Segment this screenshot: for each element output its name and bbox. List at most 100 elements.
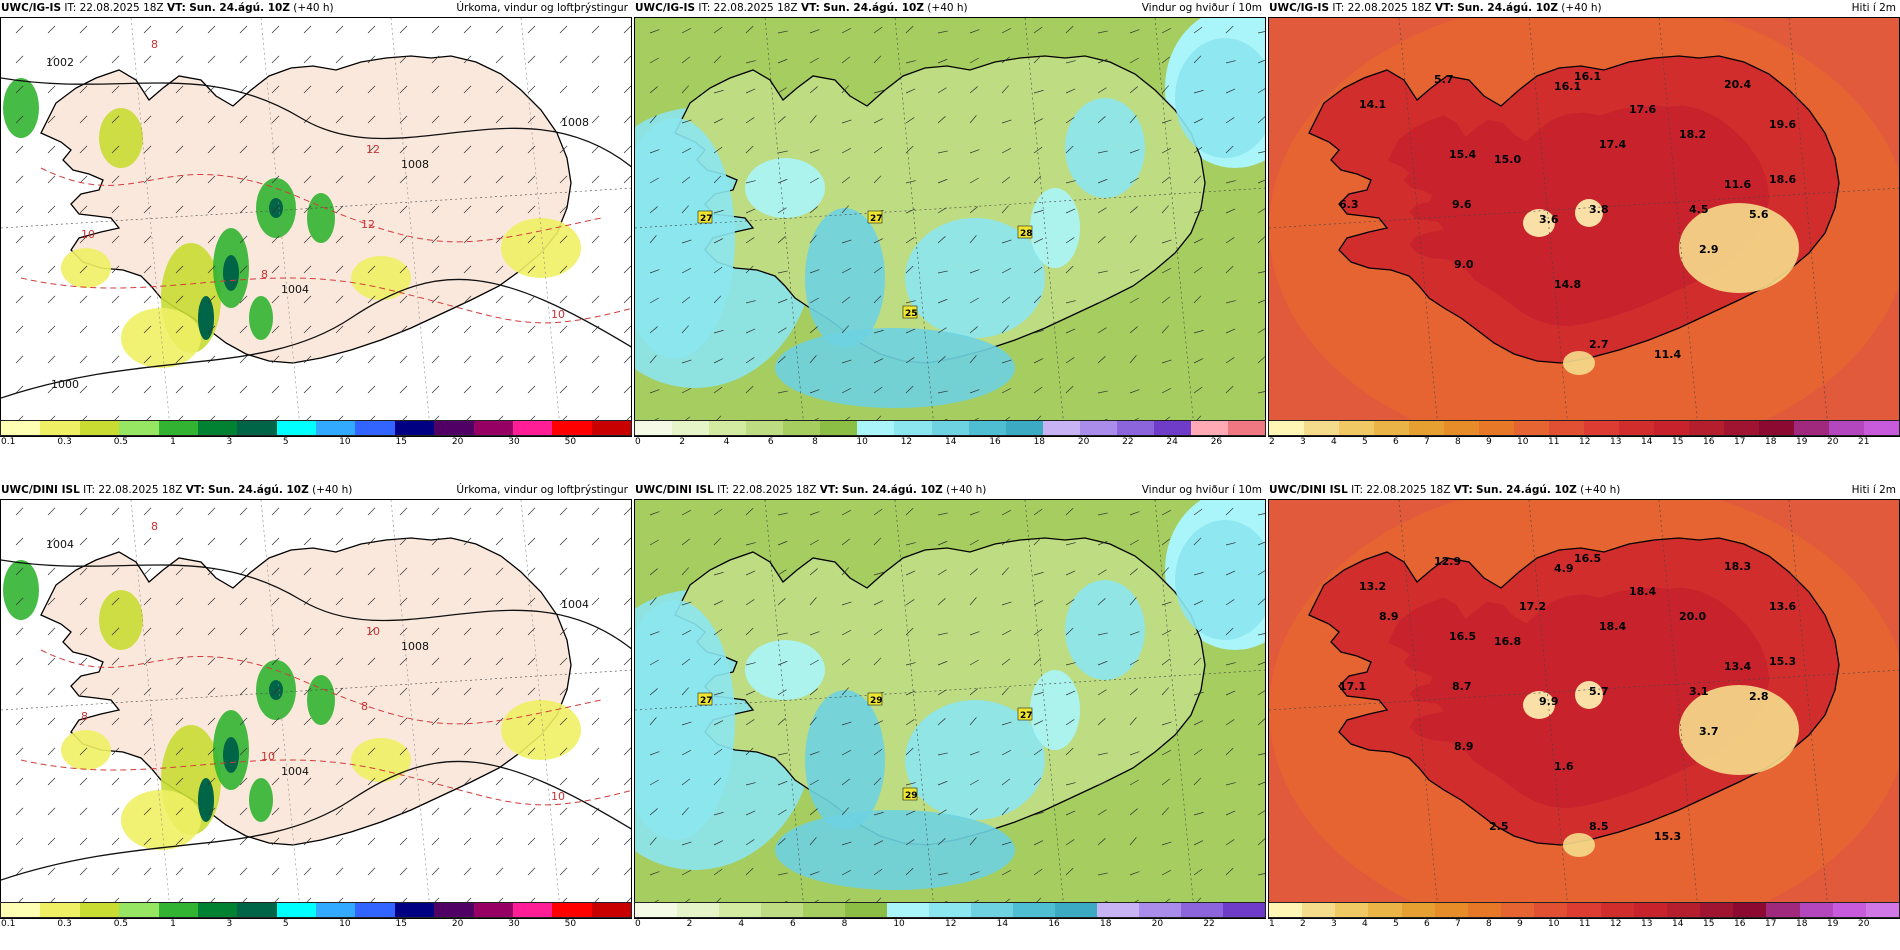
wind-arrow	[905, 208, 916, 214]
wind-arrow	[495, 385, 504, 394]
wind-arrow	[809, 717, 817, 726]
color-scale-tick: 4	[738, 919, 745, 929]
wind-arrow	[1193, 386, 1203, 394]
gust-label: 27	[1020, 711, 1033, 721]
wind-arrow	[207, 55, 216, 64]
wind-arrow	[335, 85, 344, 94]
wind-arrow	[649, 115, 657, 124]
wind-arrow	[1129, 269, 1140, 274]
color-scale-tick: 6	[790, 919, 796, 929]
field-blob	[1679, 203, 1799, 293]
wind-arrow	[591, 777, 600, 786]
color-scale-tick: 21	[1858, 437, 1870, 447]
wind-arrow	[681, 749, 691, 756]
wind-arrow	[239, 385, 248, 394]
wind-arrow	[335, 747, 344, 756]
wind-arrow	[207, 25, 216, 34]
wind-arrow	[559, 85, 568, 94]
wind-arrow	[1161, 239, 1172, 244]
wind-arrow	[591, 25, 600, 34]
wind-arrow	[15, 265, 24, 274]
color-scale-swatch	[1304, 421, 1339, 435]
wind-arrow	[873, 748, 883, 756]
map-area[interactable]: 12.9 4.9 16.5 18.4 18.3 13.2 13.6 20.0 18.4 16.5 1…	[1268, 499, 1900, 919]
temp-label: 15.3	[1654, 830, 1681, 843]
wind-arrow	[681, 601, 692, 606]
wind-arrow	[111, 175, 120, 184]
wind-arrow	[463, 657, 472, 666]
graticule-line	[1658, 500, 1700, 918]
field-blob	[1175, 520, 1265, 640]
wind-arrow	[1161, 807, 1169, 816]
wind-arrow	[969, 539, 979, 546]
map-area[interactable]: 27 27 28 25	[634, 17, 1266, 437]
wind-arrow	[777, 540, 788, 546]
map-area[interactable]: 27 29 27 29	[634, 499, 1266, 919]
wind-arrow	[1257, 328, 1265, 334]
temp-label: 3.6	[1539, 213, 1559, 226]
wind-arrow	[1257, 810, 1265, 816]
wind-arrow	[1193, 295, 1202, 304]
graticule-line	[1024, 18, 1066, 436]
color-scale-swatch	[1339, 421, 1374, 435]
wind-arrow	[1001, 205, 1009, 214]
wind-arrow	[681, 778, 691, 786]
map-area[interactable]: 5.7 16.1 16.1 17.6 20.4 14.1 19.6 18.2 17.4 15.4 1…	[1268, 17, 1900, 437]
wind-arrow	[207, 235, 216, 244]
wind-arrow	[527, 205, 536, 214]
color-scale-swatch	[1567, 903, 1601, 917]
wind-arrow	[79, 25, 88, 34]
wind-arrow	[623, 627, 631, 636]
wind-arrow	[905, 867, 914, 876]
wind-arrow	[745, 25, 754, 34]
wind-arrow	[777, 178, 788, 184]
wind-arrow	[681, 567, 689, 576]
temp-label: 20.4	[1724, 78, 1751, 91]
color-scale-swatch	[1865, 903, 1899, 917]
wind-arrow	[623, 747, 631, 756]
field-blob	[223, 255, 239, 291]
wind-arrow	[623, 687, 631, 696]
wind-arrow	[431, 115, 440, 124]
wind-arrow	[559, 295, 568, 304]
wind-arrow	[681, 721, 692, 726]
field-blob	[61, 730, 111, 770]
wind-arrow	[559, 747, 568, 756]
wind-arrow	[559, 867, 568, 876]
map-area[interactable]: 1002 1008 1008 1004 1000 8 12 12 10 8 10	[0, 17, 632, 437]
vt-value: Sun. 24.ágú. 10Z	[842, 484, 943, 496]
wind-arrow	[527, 55, 536, 64]
graticule-line	[390, 500, 432, 918]
wind-arrow	[591, 747, 600, 756]
wind-arrow	[777, 752, 788, 756]
field-blob	[745, 158, 825, 218]
wind-arrow	[239, 175, 248, 184]
graticule-line	[1398, 500, 1440, 918]
field-blob	[501, 700, 581, 760]
wind-arrow	[527, 807, 536, 816]
wind-arrow	[335, 507, 344, 516]
graticule-line	[520, 18, 562, 436]
color-scale-tick: 10	[339, 919, 351, 929]
wind-arrow	[1097, 270, 1108, 274]
field-blob	[351, 738, 411, 782]
wind-arrow	[175, 537, 184, 546]
wind-arrow	[335, 265, 344, 274]
wind-arrow	[463, 25, 472, 34]
wind-arrow	[143, 205, 152, 214]
wind-arrow	[1033, 238, 1044, 244]
wind-arrow	[649, 717, 657, 726]
wind-arrow	[559, 205, 568, 214]
wind-arrow	[1161, 325, 1169, 334]
panel-title: Hiti í 2m	[1851, 2, 1896, 14]
wind-arrow	[649, 29, 660, 34]
map-area[interactable]: 1004 1004 1008 1004 8 10 8 10 10 8	[0, 499, 632, 919]
wind-arrow	[463, 145, 472, 154]
field-blob	[307, 675, 335, 725]
wind-arrow	[649, 326, 658, 334]
wind-arrow	[777, 660, 788, 666]
wind-arrow	[239, 325, 248, 334]
wind-arrow	[495, 325, 504, 334]
wind-arrow	[1193, 26, 1203, 34]
wind-arrow	[969, 568, 978, 576]
